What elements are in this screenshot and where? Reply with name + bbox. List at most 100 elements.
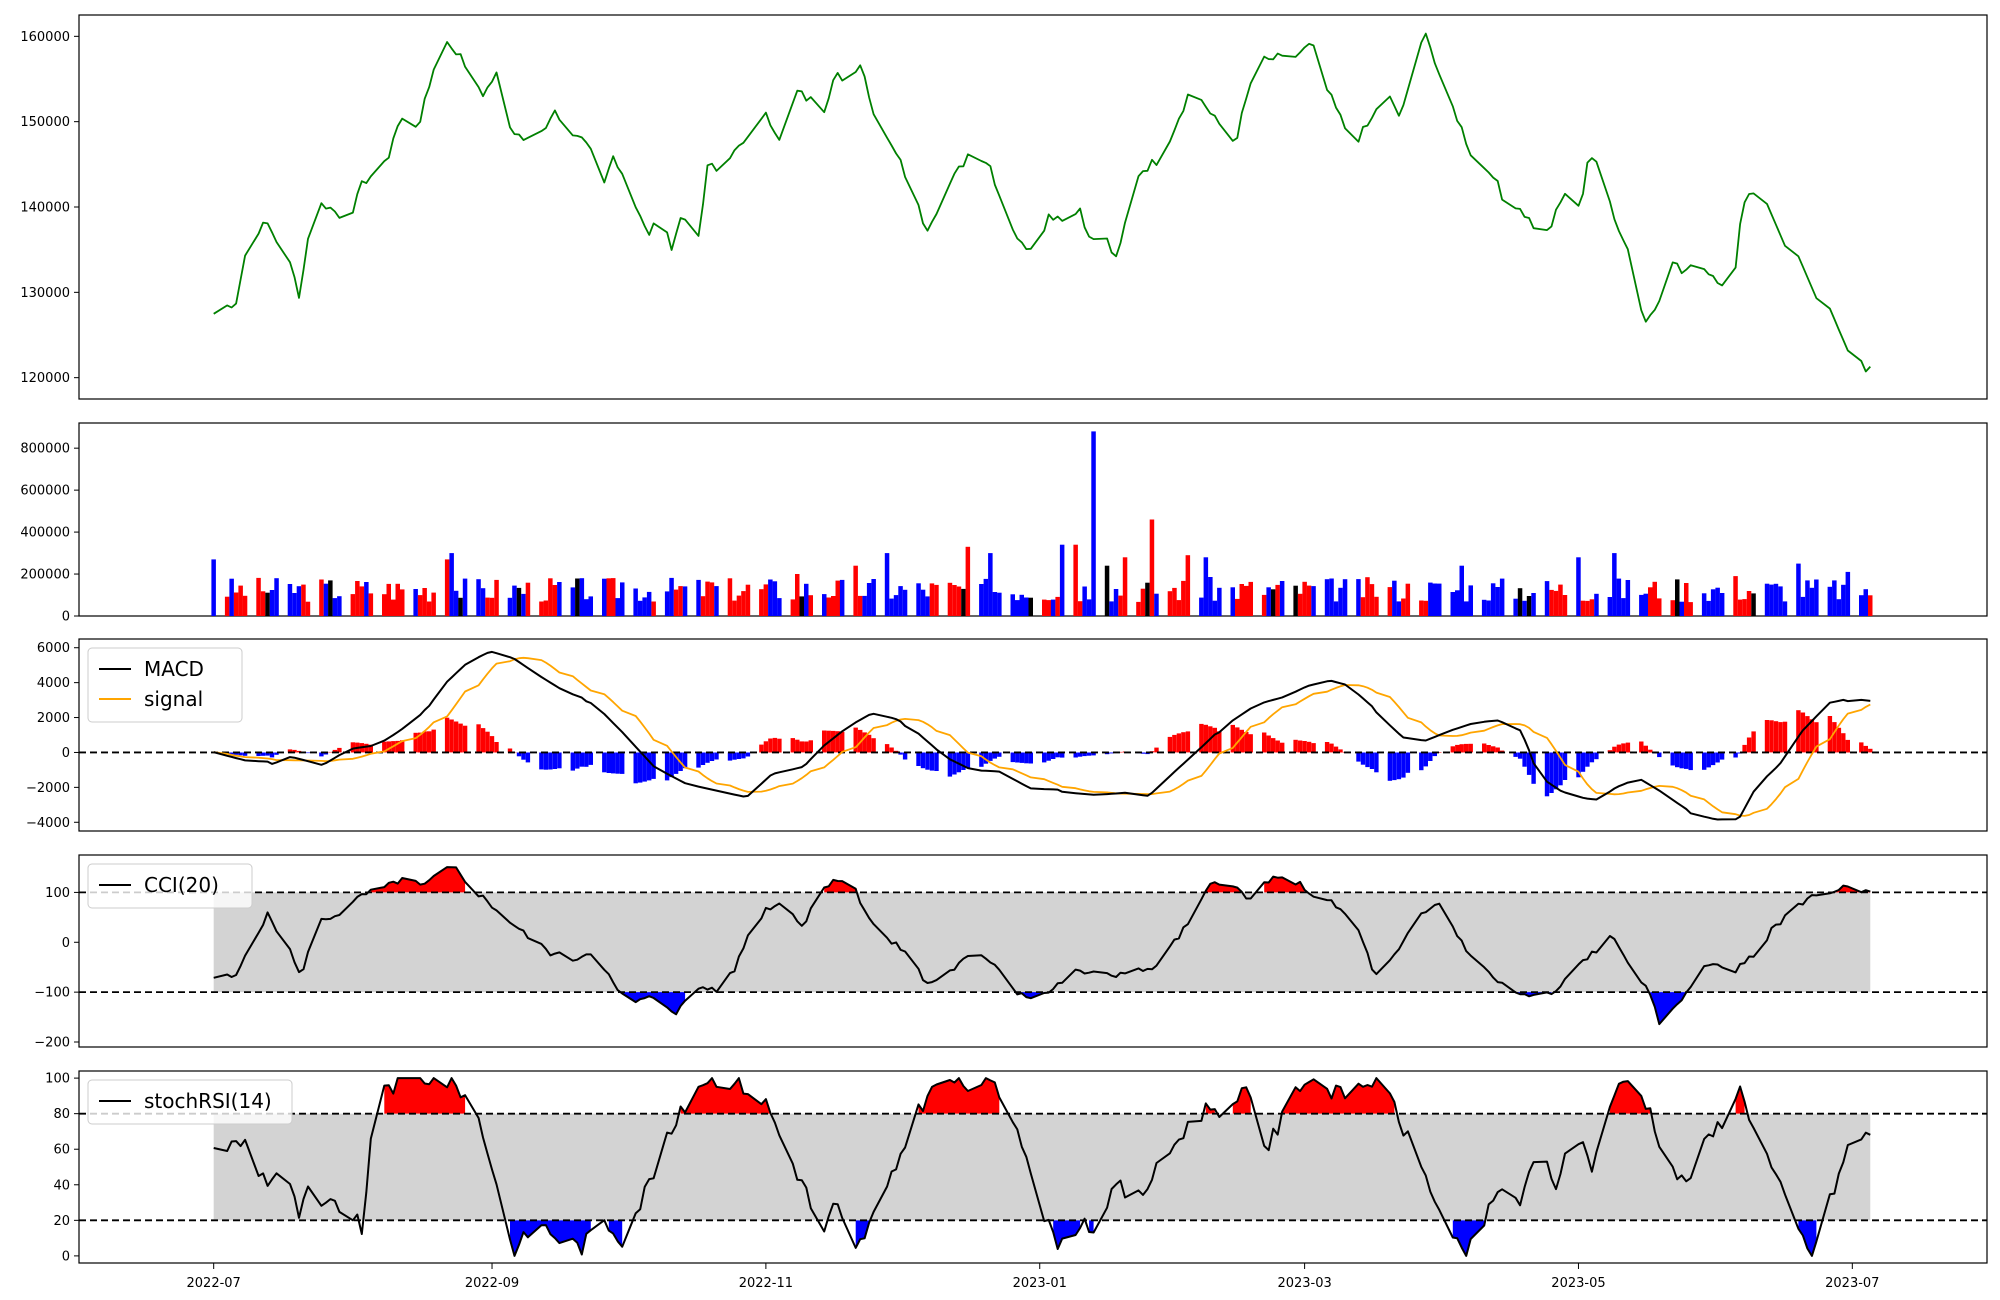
volume-bar: [983, 578, 989, 616]
volume-bar: [1306, 585, 1312, 616]
macd-hist-bar: [242, 752, 248, 756]
volume-bar: [1122, 557, 1128, 616]
volume-bar: [1490, 583, 1496, 616]
volume-bar: [1356, 579, 1361, 616]
macd-hist-bar: [1015, 752, 1020, 763]
volume-bar: [1329, 578, 1334, 616]
volume-bar: [364, 582, 369, 616]
stochrsi-overbought-fill: [1609, 1081, 1651, 1114]
macd-hist-bar: [1670, 752, 1675, 766]
volume-bar: [1010, 594, 1015, 616]
volume-bar: [1616, 578, 1622, 616]
macd-hist-bar: [1392, 752, 1397, 781]
volume-bar: [1019, 594, 1024, 616]
macd-hist-bar: [233, 752, 239, 755]
macd-hist-bar: [1675, 752, 1680, 768]
volume-bar: [1279, 581, 1285, 616]
macd-hist-bar: [1607, 750, 1613, 753]
macd-hist-bar: [543, 752, 549, 770]
volume-bar: [1621, 598, 1626, 616]
volume-bar: [1526, 596, 1532, 616]
volume-bar: [997, 592, 1002, 616]
macd-hist-bar: [772, 737, 778, 753]
volume-bar: [1773, 583, 1779, 616]
volume-bar: [777, 598, 782, 616]
volume-bar: [507, 597, 513, 616]
volume-bar: [1055, 596, 1060, 616]
macd-hist-bar: [952, 752, 957, 775]
macd-hist-bar: [1576, 752, 1581, 778]
macd-hist-bar: [1742, 744, 1747, 753]
volume-bar: [1805, 580, 1810, 616]
volume-bar: [1746, 591, 1752, 616]
volume-bar: [1549, 589, 1554, 616]
macd-hist-bar: [1751, 731, 1756, 753]
volume-bar: [417, 595, 423, 616]
macd-hist-bar: [1212, 727, 1217, 753]
stochrsi-oversold-fill: [1089, 1220, 1094, 1233]
volume-bar: [1374, 596, 1379, 616]
volume-bar: [831, 596, 836, 616]
macd-hist-bar: [332, 749, 338, 753]
volume-bar: [391, 599, 396, 616]
volume-bar: [1261, 594, 1267, 616]
cci-line: [213, 866, 1871, 1026]
macd-hist-bar: [1333, 746, 1339, 753]
macd-hist-bar: [705, 752, 710, 763]
macd-hist-bar: [1172, 734, 1177, 753]
volume-bar: [1589, 599, 1595, 616]
macd-hist-bar: [1109, 752, 1114, 754]
cci-legend-box: [87, 863, 253, 909]
volume-bar: [512, 585, 517, 616]
cci-ytick-label: 100: [45, 886, 70, 901]
volume-bar: [1167, 591, 1173, 616]
volume-bar: [301, 584, 306, 616]
volume-bar: [1562, 595, 1568, 616]
cci-overbought-fill: [1205, 882, 1242, 893]
macd-signal-line: [213, 656, 1871, 817]
stochrsi-legend-box: [87, 1079, 293, 1125]
cci-legend-label: CCI(20): [144, 873, 219, 897]
volume-bar: [1612, 553, 1617, 616]
volume-bar: [1028, 597, 1033, 616]
macd-hist-bar: [795, 739, 800, 753]
macd-hist-bar: [1625, 742, 1631, 753]
price-ytick-label: 160000: [20, 30, 70, 45]
macd-hist-bar: [1746, 737, 1752, 753]
macd-hist-bar: [638, 752, 643, 783]
macd-hist-bar: [1297, 740, 1303, 753]
volume-bar: [772, 581, 778, 616]
macd-ytick-label: 4000: [37, 676, 70, 691]
macd-hist-bar: [575, 752, 580, 769]
macd-hist-bar: [557, 752, 562, 769]
volume-bar: [1594, 593, 1599, 616]
volume-bar: [1522, 600, 1527, 616]
volume-bar: [1481, 599, 1487, 616]
macd-hist-bar: [1329, 743, 1334, 753]
volume-bar: [1648, 587, 1653, 616]
volume-bar: [1149, 519, 1155, 616]
volume-bar: [1751, 593, 1756, 616]
price-line: [213, 32, 1871, 373]
macd-hist-bar: [548, 752, 553, 770]
macd-hist-bar: [1553, 752, 1559, 790]
volume-bar: [413, 589, 418, 616]
macd-hist-bar: [1302, 741, 1307, 753]
macd-hist-bar: [925, 752, 930, 770]
volume-bar: [422, 588, 427, 616]
volume-bar: [1764, 583, 1770, 616]
volume-bar: [1172, 587, 1177, 616]
volume-bar: [965, 546, 971, 616]
volume-bar: [1239, 584, 1244, 616]
macd-hist-bar: [1266, 735, 1271, 753]
volume-bar: [1468, 585, 1473, 616]
macd-legend-box: [87, 647, 243, 723]
x-tick-label: 2022-11: [739, 1276, 793, 1291]
stochrsi-ytick-label: 100: [45, 1072, 70, 1087]
stochrsi-ytick-label: 20: [53, 1214, 70, 1229]
macd-hist-bar: [458, 723, 463, 753]
stochrsi-legend-label: stochRSI(14): [144, 1089, 272, 1113]
volume-bar: [929, 583, 935, 616]
macd-hist-bar: [1185, 731, 1191, 753]
volume-bar: [543, 600, 549, 616]
